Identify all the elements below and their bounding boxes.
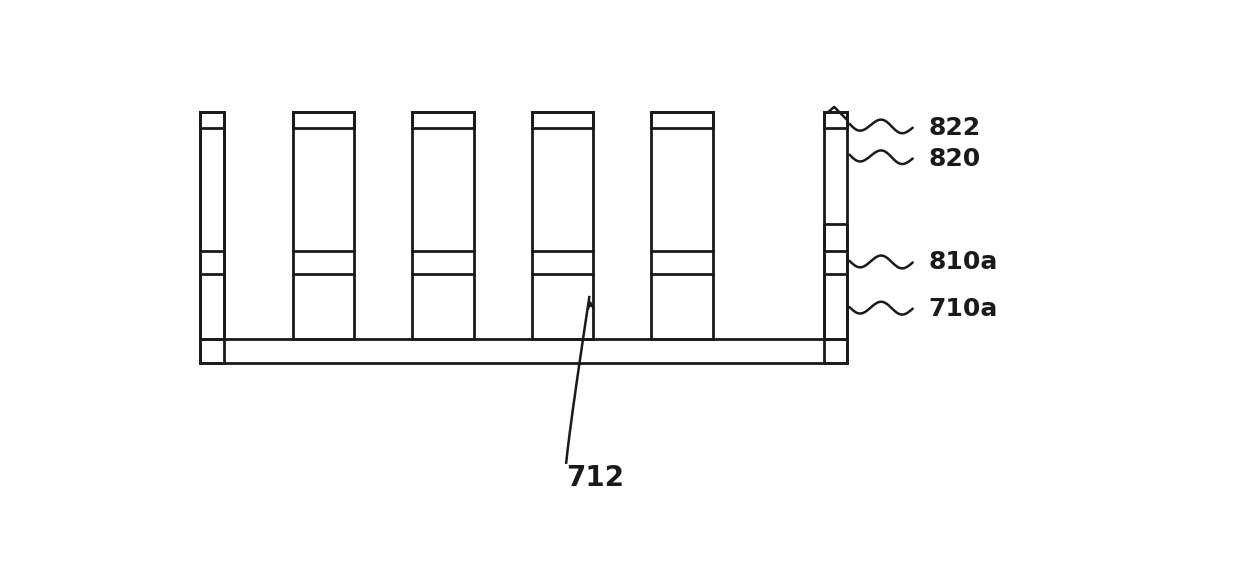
Text: 822: 822 xyxy=(928,115,981,140)
Text: 820: 820 xyxy=(928,146,981,170)
Text: 712: 712 xyxy=(567,464,624,492)
Text: 810a: 810a xyxy=(928,251,997,275)
Text: 710a: 710a xyxy=(928,297,997,321)
